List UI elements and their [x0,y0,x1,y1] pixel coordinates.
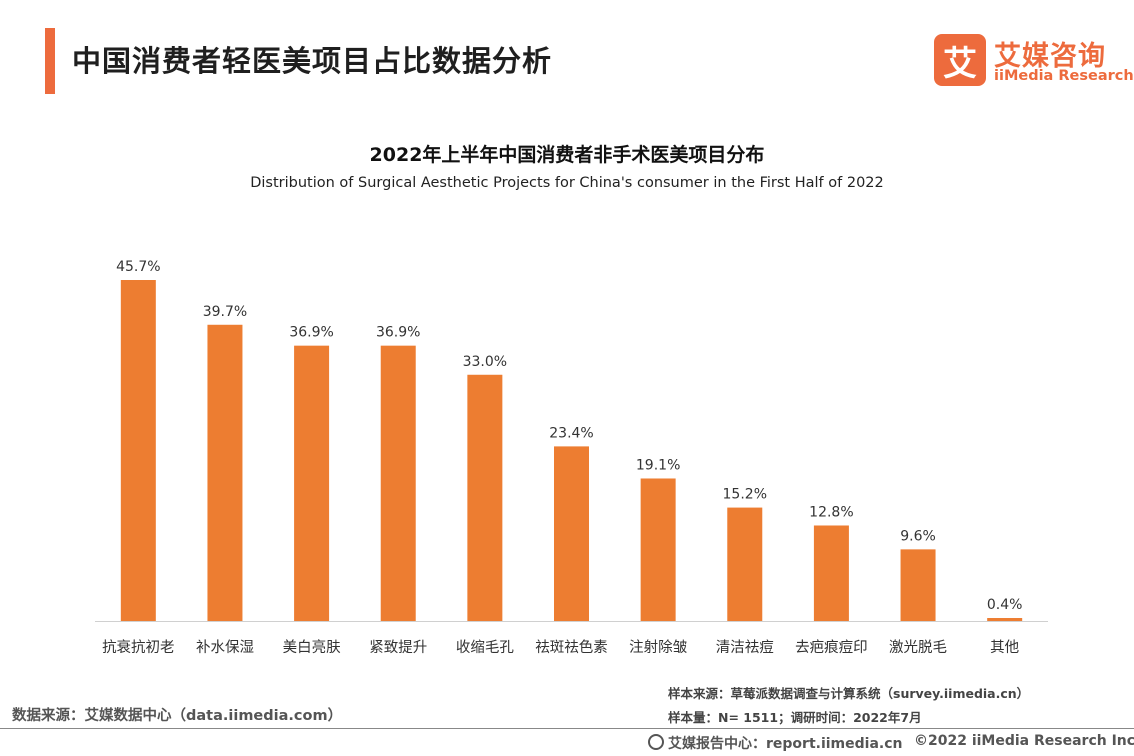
brand-name-en: iiMedia Research [994,68,1134,84]
bar-8 [813,525,849,621]
category-label-8: 去疤痕痘印 [795,639,868,656]
data-label-1: 39.7% [203,304,247,320]
copyright: ©2022 iiMedia Research Inc [914,733,1134,749]
brand-name-cn: 艾媒咨询 [994,41,1106,72]
report-center-link[interactable]: 艾媒报告中心：report.iimedia.cn [648,733,903,753]
brand-logo: 艾 艾媒咨询 iiMedia Research [934,34,1134,88]
page-title: 中国消费者轻医美项目占比数据分析 [72,44,553,78]
category-label-6: 注射除皱 [629,639,687,656]
report-center-text: 艾媒报告中心：report.iimedia.cn [668,736,903,752]
data-label-10: 0.4% [987,597,1023,613]
sample-source-note: 样本来源：草莓派数据调查与计算系统（survey.iimedia.cn） [668,686,1030,701]
category-label-1: 补水保湿 [196,639,254,656]
bar-1 [207,324,243,621]
chart-subtitle: Distribution of Surgical Aesthetic Proje… [250,175,884,191]
data-source: 数据来源：艾媒数据中心（data.iimedia.com） [12,708,343,724]
data-label-3: 36.9% [376,325,420,341]
bar-chart: 45.7% 抗衰抗初老 39.7% 补水保湿 36.9% 美白亮肤 36.9% 紧致提升 33.… [95,259,1048,656]
bar-7 [727,507,763,621]
bar-6 [640,478,676,621]
sample-size-note: 样本量：N= 1511；调研时间：2022年7月 [668,710,922,725]
globe-icon [648,734,664,750]
footer-divider [0,728,1134,729]
data-label-9: 9.6% [900,528,936,544]
bar-0 [120,280,156,621]
category-label-4: 收缩毛孔 [456,639,514,656]
bar-5 [554,446,589,621]
data-label-5: 23.4% [549,425,593,441]
bar-10 [987,618,1023,621]
category-label-2: 美白亮肤 [283,639,341,656]
category-label-3: 紧致提升 [369,639,427,656]
title-accent-bar [45,28,55,94]
category-label-9: 激光脱毛 [889,639,947,656]
data-label-2: 36.9% [289,325,333,341]
category-label-7: 清洁祛痘 [716,639,774,656]
category-label-5: 祛斑祛色素 [535,639,608,656]
bar-9 [900,549,936,621]
bar-3 [380,345,416,621]
brand-logo-mark: 艾 [934,34,986,86]
bar-4 [467,374,503,621]
data-label-4: 33.0% [463,354,507,370]
data-label-0: 45.7% [116,259,160,275]
category-label-10: 其他 [990,639,1019,656]
data-label-8: 12.8% [809,504,853,520]
chart-title: 2022年上半年中国消费者非手术医美项目分布 [369,144,765,166]
bar-2 [294,345,330,621]
category-label-0: 抗衰抗初老 [102,639,175,656]
data-label-7: 15.2% [723,487,767,503]
data-label-6: 19.1% [636,457,680,473]
